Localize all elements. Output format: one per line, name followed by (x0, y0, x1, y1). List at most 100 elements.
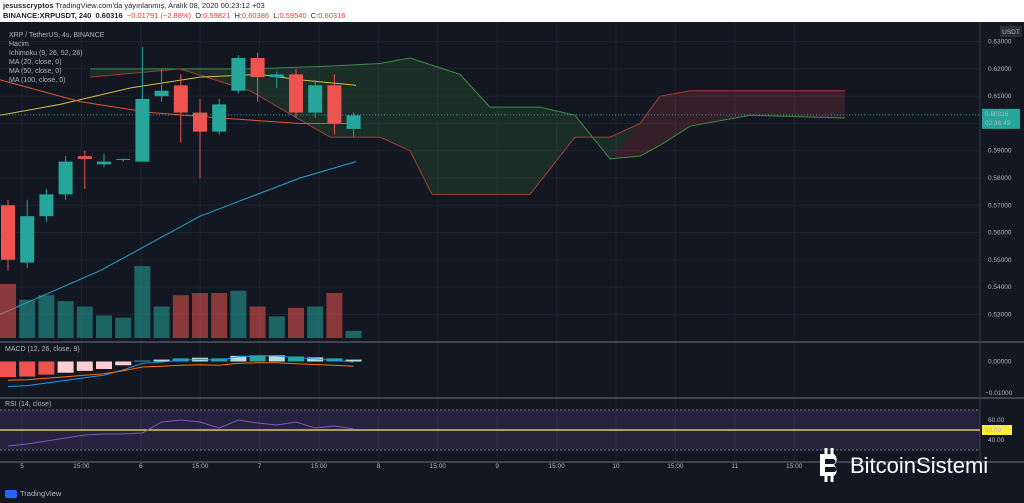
published-note: TradingView.com'da yayınlanmış, Aralık 0… (55, 1, 265, 10)
candle (97, 153, 111, 168)
macd-histogram-bar (288, 356, 304, 362)
ichimoku-indicator-label[interactable]: Ichimoku (9, 26, 52, 26) (9, 50, 83, 57)
price-change: −0.01791 (−2.88%) (126, 11, 192, 20)
candle-body (193, 112, 207, 132)
chart-header: jesusscryptos TradingView.com'da yayınla… (0, 0, 1024, 22)
time-tick-label: 15:00 (430, 463, 447, 470)
volume-bar (96, 315, 112, 338)
chart-canvas[interactable]: 0.60316 02:36:49 0.63000 0.62000 0.61000 0.59… (0, 22, 1024, 487)
volume-bar (38, 295, 55, 338)
macd-histogram-bar (57, 361, 74, 373)
price-tick-label: 0.61000 (988, 93, 1012, 100)
high-label: H: (234, 11, 242, 20)
volume-bar (76, 306, 93, 338)
author-name[interactable]: jesusscryptos (3, 1, 54, 10)
candle-body (289, 74, 303, 113)
volume-bar (345, 330, 362, 338)
bar-countdown-label: 02:36:49 (985, 120, 1011, 127)
time-tick-label: 15:00 (73, 463, 90, 470)
close-label: C: (310, 11, 319, 20)
candle-body (116, 158, 131, 160)
volume-bar (249, 306, 266, 338)
macd-histogram-bar (38, 361, 55, 375)
price-tick-label: 0.53000 (988, 311, 1012, 318)
volume-bar (268, 316, 285, 338)
candle (58, 156, 73, 200)
candle (269, 71, 284, 88)
chart-title: XRP / TetherUS, 4s, BINANCE (9, 32, 105, 39)
symbol-label: BINANCE:XRPUSDT, 240 (3, 11, 92, 20)
candle (1, 199, 15, 271)
macd-histogram-bar (307, 357, 324, 362)
bitcoinsistemi-watermark: BitcoinSistemi (812, 440, 1024, 492)
time-tick-label: 9 (495, 463, 499, 470)
macd-histogram-bar (19, 361, 36, 377)
candle (20, 199, 35, 268)
candle-body (308, 85, 323, 113)
volume-bar (192, 293, 208, 338)
time-tick-label: 5 (20, 463, 24, 470)
rsi-line (7, 419, 354, 447)
candle (193, 98, 207, 178)
last-price-badge (982, 108, 1020, 129)
time-tick-label: 15:00 (786, 463, 803, 470)
macd-tick-label: −0.01000 (985, 390, 1013, 397)
footer-bar (0, 487, 1024, 503)
time-tick-label: 15:00 (548, 463, 565, 470)
candle-body (20, 216, 35, 263)
price-tick-label: 0.62000 (988, 66, 1012, 73)
rsi-tick-label: 40.00 (988, 437, 1005, 444)
volume-bar (134, 266, 151, 338)
macd-histogram-bar (230, 355, 247, 362)
ma100-line (0, 161, 357, 315)
macd-histogram-bar (249, 355, 266, 362)
macd-indicator-label[interactable]: MACD (12, 26, close, 9) (5, 346, 80, 353)
candle-body (269, 74, 284, 78)
tradingview-label: TradingView (20, 489, 62, 498)
low-label: L: (273, 11, 280, 20)
time-tick-label: 15:00 (192, 463, 209, 470)
last-price-label: 0.60316 (985, 111, 1009, 118)
tradingview-icon (5, 490, 17, 499)
ma50-indicator-label[interactable]: MA (50, close, 0) (9, 68, 62, 75)
time-tick-label: 15:00 (667, 463, 684, 470)
rsi-level-label: 50.00 (985, 427, 1002, 434)
high-value: 0.60386 (241, 11, 270, 20)
candle (212, 98, 227, 135)
macd-histogram-bar (115, 361, 132, 366)
candle-body (97, 161, 111, 165)
close-value: 0.60316 (318, 11, 346, 20)
candle-body (212, 104, 227, 132)
volume-bar (230, 290, 247, 338)
price-tick-label: 0.56000 (988, 230, 1012, 237)
candle (173, 74, 188, 143)
candle-body (173, 85, 188, 113)
ichimoku-span-a (90, 57, 846, 160)
volume-bar (57, 301, 74, 338)
macd-histogram-bar (345, 359, 362, 362)
volume-indicator-label[interactable]: Hacim (9, 41, 29, 48)
ma100-indicator-label[interactable]: MA (100, close, 0) (9, 77, 66, 84)
volume-bar (19, 299, 36, 338)
ma20-indicator-label[interactable]: MA (20, close, 0) (9, 59, 62, 66)
macd-histogram-bar (96, 361, 112, 369)
price-tick-label: 0.63000 (988, 39, 1012, 46)
candle (346, 112, 361, 138)
currency-label: USDT (1002, 29, 1020, 36)
volume-bar (288, 307, 304, 338)
macd-line (7, 355, 354, 387)
time-tick-label: 11 (731, 463, 738, 470)
candle-body (231, 58, 246, 91)
macd-histogram-bar (268, 355, 285, 362)
volume-bar (153, 306, 170, 338)
bitcoin-logo-icon (820, 448, 837, 482)
candle (327, 74, 342, 135)
tradingview-logo[interactable]: TradingView (5, 488, 61, 500)
candle-body (77, 156, 92, 159)
candle (308, 79, 323, 118)
ichimoku-cloud-bullish (90, 58, 640, 195)
rsi-indicator-label[interactable]: RSI (14, close) (5, 401, 52, 408)
candle-body (327, 85, 342, 124)
open-label: O: (195, 11, 204, 20)
price-tick-label: 0.57000 (988, 202, 1012, 209)
